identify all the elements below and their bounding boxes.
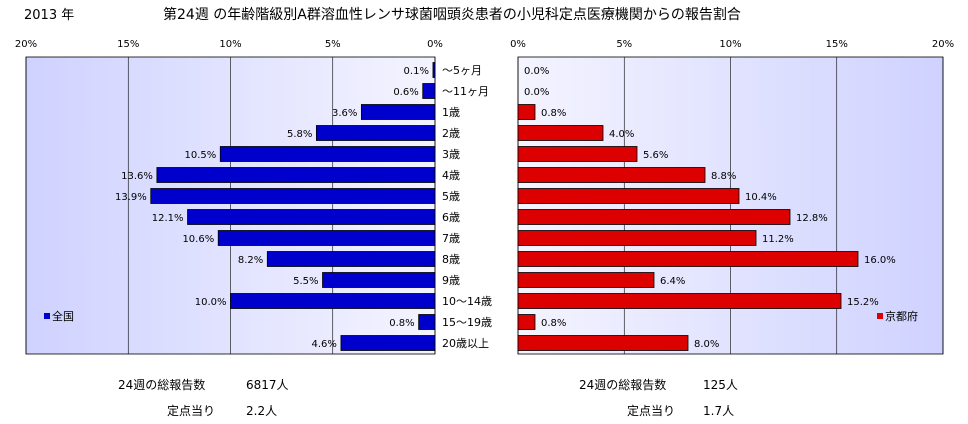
age-category-label: 20歳以上 (442, 337, 489, 350)
national-bar (340, 335, 436, 351)
national-x-tick-label: 5% (325, 39, 341, 50)
national-x-tick-label: 15% (117, 39, 139, 50)
kyoto-per-site-label: 定点当り (627, 403, 675, 418)
kyoto-x-tick-label: 20% (932, 39, 954, 50)
age-category-label: 4歳 (442, 169, 460, 182)
national-x-tick-label: 10% (219, 39, 241, 50)
national-bars: 0.1% 0.6% 3.6% 5.8% 10.5% 13.6% 13.9% 12.1% 10.6… (115, 62, 436, 351)
kyoto-x-axis: 0% 5% 10% 15% 20% (510, 39, 954, 50)
kyoto-data-label: 0.0% (524, 87, 549, 98)
kyoto-data-label: 16.0% (864, 255, 896, 266)
national-per-site-value: 2.2人 (246, 404, 277, 418)
kyoto-x-tick-label: 15% (826, 39, 848, 50)
kyoto-data-label: 15.2% (847, 297, 879, 308)
kyoto-data-label: 8.8% (711, 171, 736, 182)
national-bar (156, 167, 436, 183)
national-bar (418, 314, 436, 330)
kyoto-total-value: 125人 (703, 378, 738, 392)
kyoto-legend-swatch (877, 313, 883, 319)
national-data-label: 8.2% (238, 255, 263, 266)
national-bar (322, 272, 436, 288)
kyoto-bar (517, 272, 655, 288)
age-category-label: 7歳 (442, 232, 460, 245)
kyoto-x-tick-label: 0% (510, 39, 526, 50)
national-bar (187, 209, 436, 225)
kyoto-bar (517, 293, 842, 309)
kyoto-data-label: 10.4% (745, 192, 777, 203)
kyoto-x-tick-label: 5% (616, 39, 632, 50)
national-total-value: 6817人 (246, 378, 289, 392)
kyoto-per-site-value: 1.7人 (703, 404, 734, 418)
national-bar (315, 125, 436, 141)
national-data-label: 5.5% (293, 276, 318, 287)
kyoto-data-label: 8.0% (694, 339, 719, 350)
kyoto-bar (517, 188, 740, 204)
kyoto-x-tick-label: 10% (719, 39, 741, 50)
kyoto-bar (517, 335, 689, 351)
national-data-label: 13.6% (121, 171, 153, 182)
kyoto-bars: 0.0% 0.0% 0.8% 4.0% 5.6% 8.8% 10.4% 12.8%11.2% 1… (517, 66, 896, 351)
age-category-labels: 〜5ヶ月〜11ヶ月 1歳 2歳 3歳 4歳 5歳 6歳 7歳 8歳 9歳 10〜14歳 15〜19歳 2… (442, 64, 492, 350)
kyoto-data-label: 0.0% (524, 66, 549, 77)
kyoto-data-label: 4.0% (609, 129, 634, 140)
national-data-label: 0.8% (389, 318, 414, 329)
national-x-axis: 20% 15% 10% 5% 0% (15, 39, 443, 50)
age-category-label: 〜5ヶ月 (442, 64, 482, 77)
national-legend-swatch (44, 313, 50, 319)
national-x-tick-label: 0% (427, 39, 443, 50)
national-bar (432, 62, 436, 78)
national-data-label: 12.1% (152, 213, 184, 224)
kyoto-bar (517, 209, 791, 225)
kyoto-data-label: 5.6% (643, 150, 668, 161)
year-label: 2013 年 (24, 8, 74, 23)
age-category-label: 〜11ヶ月 (442, 85, 489, 98)
age-category-label: 9歳 (442, 274, 460, 287)
national-data-label: 10.0% (195, 297, 227, 308)
kyoto-bar (517, 104, 536, 120)
national-bar (422, 83, 436, 99)
kyoto-total-label: 24週の総報告数 (579, 377, 666, 392)
kyoto-bar (517, 251, 859, 267)
kyoto-data-label: 0.8% (541, 108, 566, 119)
national-bar (150, 188, 436, 204)
national-data-label: 10.6% (182, 234, 214, 245)
age-category-label: 6歳 (442, 211, 460, 224)
age-category-label: 2歳 (442, 127, 460, 140)
chart-title: 第24週 の年齢階級別A群溶血性レンサ球菌咽頭炎患者の小児科定点医療機関からの報… (163, 6, 741, 23)
kyoto-data-label: 6.4% (660, 276, 685, 287)
age-category-label: 8歳 (442, 253, 460, 266)
kyoto-data-label: 11.2% (762, 234, 794, 245)
national-data-label: 5.8% (287, 129, 312, 140)
national-bar (217, 230, 436, 246)
national-bar (219, 146, 436, 162)
national-data-label: 13.9% (115, 192, 147, 203)
kyoto-bar (517, 125, 604, 141)
age-category-label: 10〜14歳 (442, 295, 492, 308)
national-data-label: 3.6% (332, 108, 357, 119)
national-bar (266, 251, 436, 267)
kyoto-data-label: 0.8% (541, 318, 566, 329)
kyoto-bar (517, 314, 536, 330)
national-bar (230, 293, 436, 309)
national-per-site-label: 定点当り (167, 403, 215, 418)
kyoto-bar (517, 167, 706, 183)
kyoto-legend-label: 京都府 (885, 309, 918, 323)
age-category-label: 5歳 (442, 190, 460, 203)
national-bar (360, 104, 436, 120)
national-data-label: 0.1% (404, 66, 429, 77)
national-total-label: 24週の総報告数 (118, 377, 205, 392)
kyoto-data-label: 12.8% (796, 213, 828, 224)
national-data-label: 0.6% (393, 87, 418, 98)
national-legend-label: 全国 (52, 309, 74, 323)
national-data-label: 4.6% (312, 339, 337, 350)
age-category-label: 3歳 (442, 148, 460, 161)
kyoto-bar (517, 146, 638, 162)
kyoto-bar (517, 230, 757, 246)
national-x-tick-label: 20% (15, 39, 37, 50)
age-category-label: 1歳 (442, 106, 460, 119)
national-data-label: 10.5% (184, 150, 216, 161)
age-category-label: 15〜19歳 (442, 316, 492, 329)
